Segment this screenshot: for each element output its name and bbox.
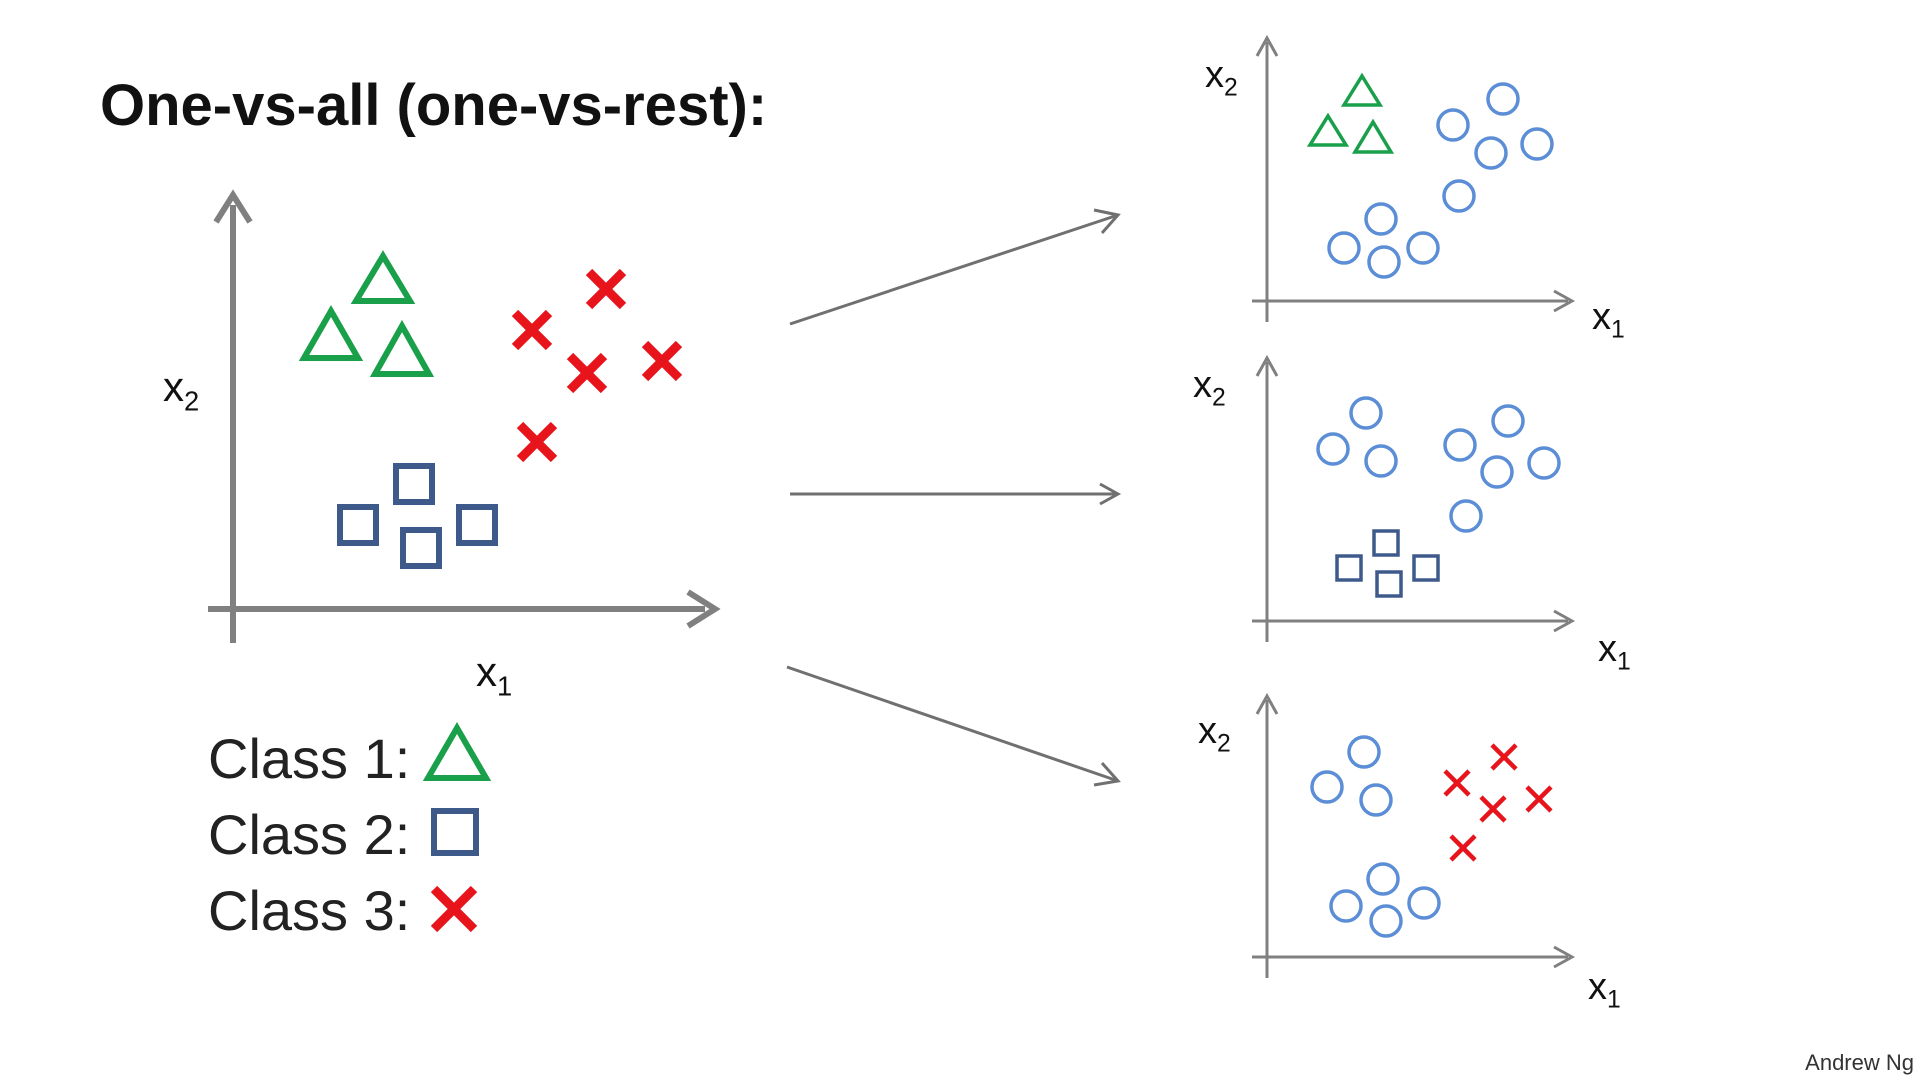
circle-marker (1310, 770, 1344, 804)
legend-label: Class 1: (208, 726, 411, 790)
circle-marker (1527, 446, 1561, 480)
circle-marker (1449, 499, 1483, 533)
main-plot (208, 189, 721, 643)
triangle-marker (1306, 112, 1350, 147)
connector-arrows (786, 208, 1122, 787)
subplot-3-xlabel: x1 (1588, 966, 1621, 1014)
circle-marker (1474, 136, 1508, 170)
legend-item-class2: Class 2: (208, 796, 423, 872)
legend-square-icon (431, 808, 479, 856)
main-class1-points (298, 250, 435, 377)
triangle-marker (298, 304, 364, 361)
subplot-2-ylabel: x2 (1193, 364, 1226, 412)
main-xlabel: x1 (476, 648, 513, 702)
arrow-to-subplot-2 (790, 482, 1122, 506)
main-x-axis (208, 589, 721, 629)
subplot-1-xlabel: x1 (1592, 296, 1625, 344)
triangle-marker (1340, 72, 1384, 107)
cross-marker (1443, 769, 1471, 797)
circle-marker (1367, 245, 1401, 279)
subplot-1-rest-points (1327, 82, 1554, 279)
subplot-2-rest-points (1316, 396, 1561, 533)
circle-marker (1316, 432, 1350, 466)
subplot-1-axes (1252, 34, 1576, 322)
cross-marker (566, 352, 608, 394)
subplot-3-class3-points (1443, 743, 1553, 862)
circle-marker (1442, 179, 1476, 213)
square-marker (456, 504, 498, 546)
square-marker (1375, 570, 1403, 598)
square-marker (1372, 529, 1400, 557)
slide-title: One-vs-all (one-vs-rest): (100, 73, 768, 138)
subplot-3-axes (1252, 692, 1576, 978)
legend: Class 1: Class 2: Class 3: (208, 720, 423, 948)
subplot-1-ylabel: x2 (1205, 54, 1238, 102)
circle-marker (1359, 783, 1393, 817)
subplot-2-axes (1252, 354, 1576, 642)
square-marker (337, 504, 379, 546)
legend-label: Class 3: (208, 878, 411, 942)
author-credit: Andrew Ng (1805, 1050, 1914, 1075)
circle-marker (1364, 202, 1398, 236)
subplot-3-rest-points (1310, 735, 1441, 938)
legend-item-class3: Class 3: (208, 872, 423, 948)
square-marker (1335, 554, 1363, 582)
arrow-to-subplot-1 (789, 208, 1121, 326)
circle-marker (1327, 231, 1361, 265)
square-marker (1412, 554, 1440, 582)
legend-label: Class 2: (208, 802, 411, 866)
circle-marker (1520, 127, 1554, 161)
main-y-axis (213, 189, 253, 643)
circle-marker (1443, 428, 1477, 462)
circle-marker (1407, 886, 1441, 920)
cross-marker (1449, 834, 1477, 862)
circle-marker (1491, 404, 1525, 438)
cross-marker (511, 309, 553, 351)
subplot-1 (1252, 34, 1576, 322)
circle-marker (1329, 889, 1363, 923)
subplot-3 (1252, 692, 1576, 978)
circle-marker (1369, 904, 1403, 938)
legend-item-class1: Class 1: (208, 720, 423, 796)
legend-triangle-icon (422, 722, 492, 781)
circle-marker (1366, 862, 1400, 896)
cross-marker (585, 268, 627, 310)
square-marker (400, 527, 442, 569)
circle-marker (1349, 396, 1383, 430)
square-marker (393, 463, 435, 505)
subplot-2 (1252, 354, 1576, 642)
circle-marker (1486, 82, 1520, 116)
main-ylabel: x2 (163, 363, 200, 417)
cross-marker (1490, 743, 1518, 771)
circle-marker (1436, 108, 1470, 142)
subplot-1-class1-points (1306, 72, 1395, 154)
arrow-to-subplot-3 (786, 665, 1121, 787)
cross-marker (641, 340, 683, 382)
cross-marker (516, 421, 558, 463)
circle-marker (1480, 455, 1514, 489)
main-class2-points (337, 463, 498, 569)
subplot-3-ylabel: x2 (1198, 710, 1231, 758)
circle-marker (1406, 231, 1440, 265)
cross-marker (1525, 785, 1553, 813)
cross-marker (1479, 795, 1507, 823)
legend-symbols (422, 722, 492, 933)
triangle-marker (350, 250, 416, 304)
subplot-2-xlabel: x1 (1598, 628, 1631, 676)
triangle-marker (369, 319, 435, 377)
subplot-2-class2-points (1335, 529, 1440, 598)
circle-marker (1364, 444, 1398, 478)
circle-marker (1347, 735, 1381, 769)
triangle-marker (1351, 118, 1395, 154)
main-class3-points (511, 268, 683, 463)
legend-cross-icon (430, 885, 478, 933)
